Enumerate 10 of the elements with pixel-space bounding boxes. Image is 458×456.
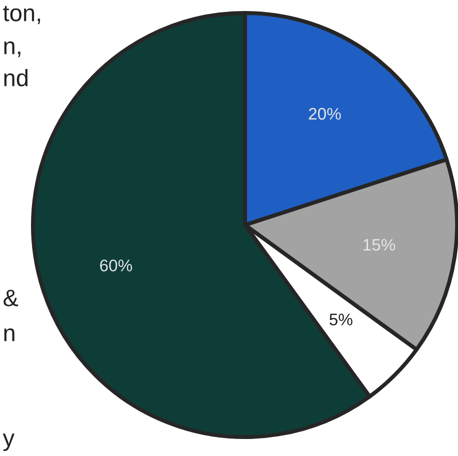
text: & [4, 290, 18, 306]
data-label: 60% [100, 260, 132, 272]
text: n [4, 328, 14, 342]
data-label: 5% [330, 314, 352, 326]
text: y [2, 434, 15, 452]
text: n, [4, 41, 20, 58]
data-label: 20% [308, 108, 341, 120]
text: ton, [3, 6, 40, 24]
text: nd [4, 68, 28, 86]
data-label: 15% [364, 238, 396, 251]
